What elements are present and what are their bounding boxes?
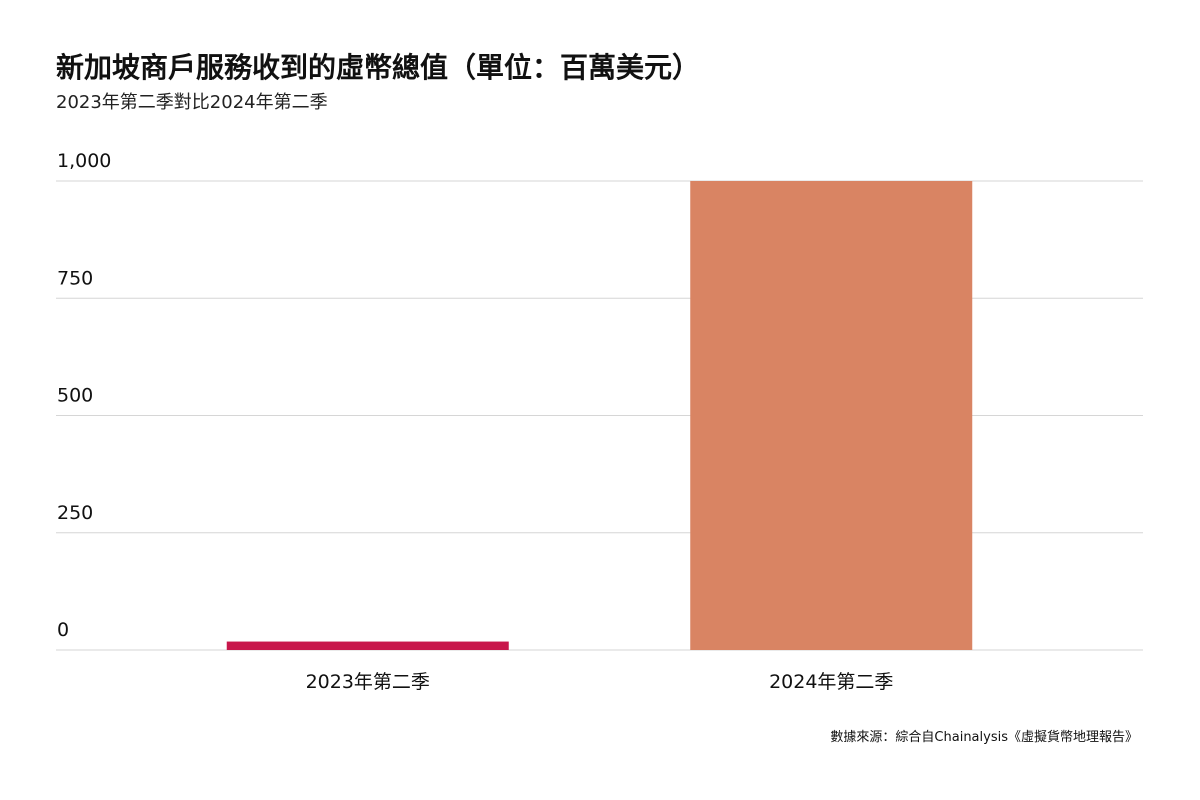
chart-title: 新加坡商戶服務收到的虛幣總值（單位：百萬美元） (56, 51, 701, 84)
x-tick-label: 2023年第二季 (306, 671, 430, 693)
y-tick-label: 250 (57, 502, 93, 524)
y-axis-tick-labels: 0 250 500 750 1,000 (57, 150, 111, 641)
y-tick-label: 750 (57, 267, 93, 289)
source-note: 數據來源：綜合自Chainalysis《虛擬貨幣地理報告》 (830, 730, 1138, 745)
bars (226, 181, 973, 650)
bar-2 (690, 181, 973, 650)
y-tick-label: 0 (57, 619, 69, 641)
chart-subtitle: 2023年第二季對比2024年第二季 (56, 92, 328, 113)
bar-1 (226, 641, 509, 650)
y-tick-label: 500 (57, 385, 93, 407)
gridlines (56, 180, 1143, 651)
x-tick-label: 2024年第二季 (769, 671, 893, 693)
x-axis-tick-labels: 2023年第二季 2024年第二季 (306, 671, 894, 693)
y-tick-label: 1,000 (57, 150, 111, 172)
